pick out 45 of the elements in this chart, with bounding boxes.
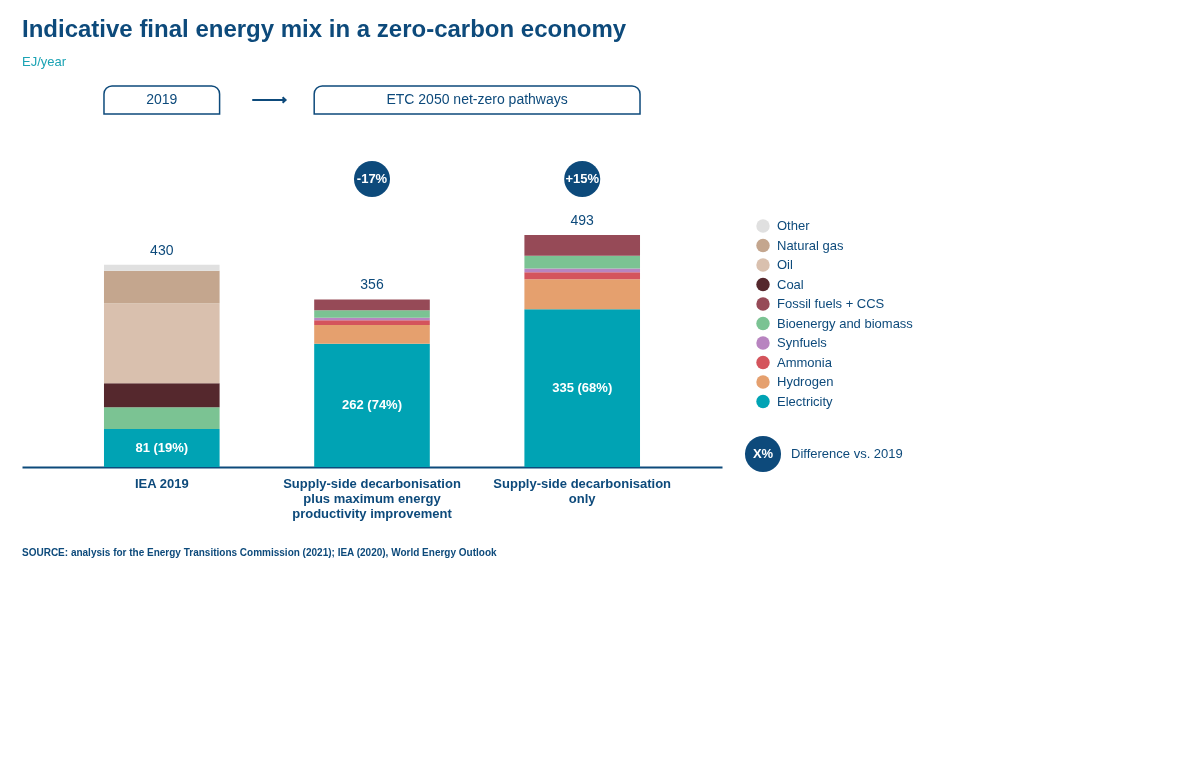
- x-tick-label: Supply-side decarbonisation plus maximum energy productivity improvement: [283, 475, 461, 521]
- bar: [314, 299, 430, 311]
- text: 2019: [146, 91, 178, 107]
- bar: [103, 270, 220, 304]
- chart-title: Indicative final energy mix in a zero-carbon economy: [22, 15, 627, 43]
- bar: [524, 255, 641, 269]
- bar: [524, 309, 641, 467]
- data-label: 81 (19%): [135, 439, 189, 455]
- x-tick-label: IEA 2019: [134, 475, 189, 491]
- chart-subtitle: EJ/year: [22, 54, 67, 70]
- legend-label: Synfuels: [777, 335, 828, 350]
- bar: [314, 320, 430, 325]
- bar: [103, 303, 220, 384]
- legend-label: Other: [777, 218, 811, 233]
- legend-label: Electricity: [777, 393, 834, 409]
- bar: [524, 279, 641, 310]
- total-label: 430: [150, 241, 174, 258]
- legend-label: Ammonia: [777, 354, 833, 370]
- bar: [524, 235, 641, 256]
- x-tick-label: Supply-side decarbonisation only: [493, 475, 672, 506]
- bar: [103, 383, 220, 408]
- bar: [103, 428, 220, 467]
- legend-label: Coal: [777, 276, 804, 292]
- legend-label: Oil: [777, 257, 793, 272]
- bar: [314, 310, 430, 318]
- bar: [103, 407, 220, 429]
- bar: [103, 264, 220, 271]
- bar: [314, 324, 430, 344]
- total-label: 356: [360, 276, 384, 293]
- data-label: 262 (74%): [342, 397, 402, 413]
- total-label: 493: [570, 212, 595, 228]
- legend-label: Natural gas: [777, 237, 844, 253]
- bar: [314, 343, 430, 467]
- text: X%: [752, 446, 774, 461]
- data-label: 335 (68%): [552, 380, 613, 396]
- legend-label: Fossil fuels + CCS: [777, 296, 885, 311]
- bar: [524, 268, 641, 273]
- text: +15%: [565, 171, 600, 186]
- legend-label: Bioenergy and biomass: [777, 315, 914, 331]
- source-note: SOURCE: analysis for the Energy Transitions Commission (2021); IEA (2020), World Energy Outlook: [22, 547, 497, 558]
- text: ETC 2050 net-zero pathways: [386, 91, 568, 107]
- text: Difference vs. 2019: [791, 446, 903, 461]
- bar: [524, 272, 641, 280]
- text: -17%: [356, 171, 388, 186]
- legend-label: Hydrogen: [777, 374, 834, 389]
